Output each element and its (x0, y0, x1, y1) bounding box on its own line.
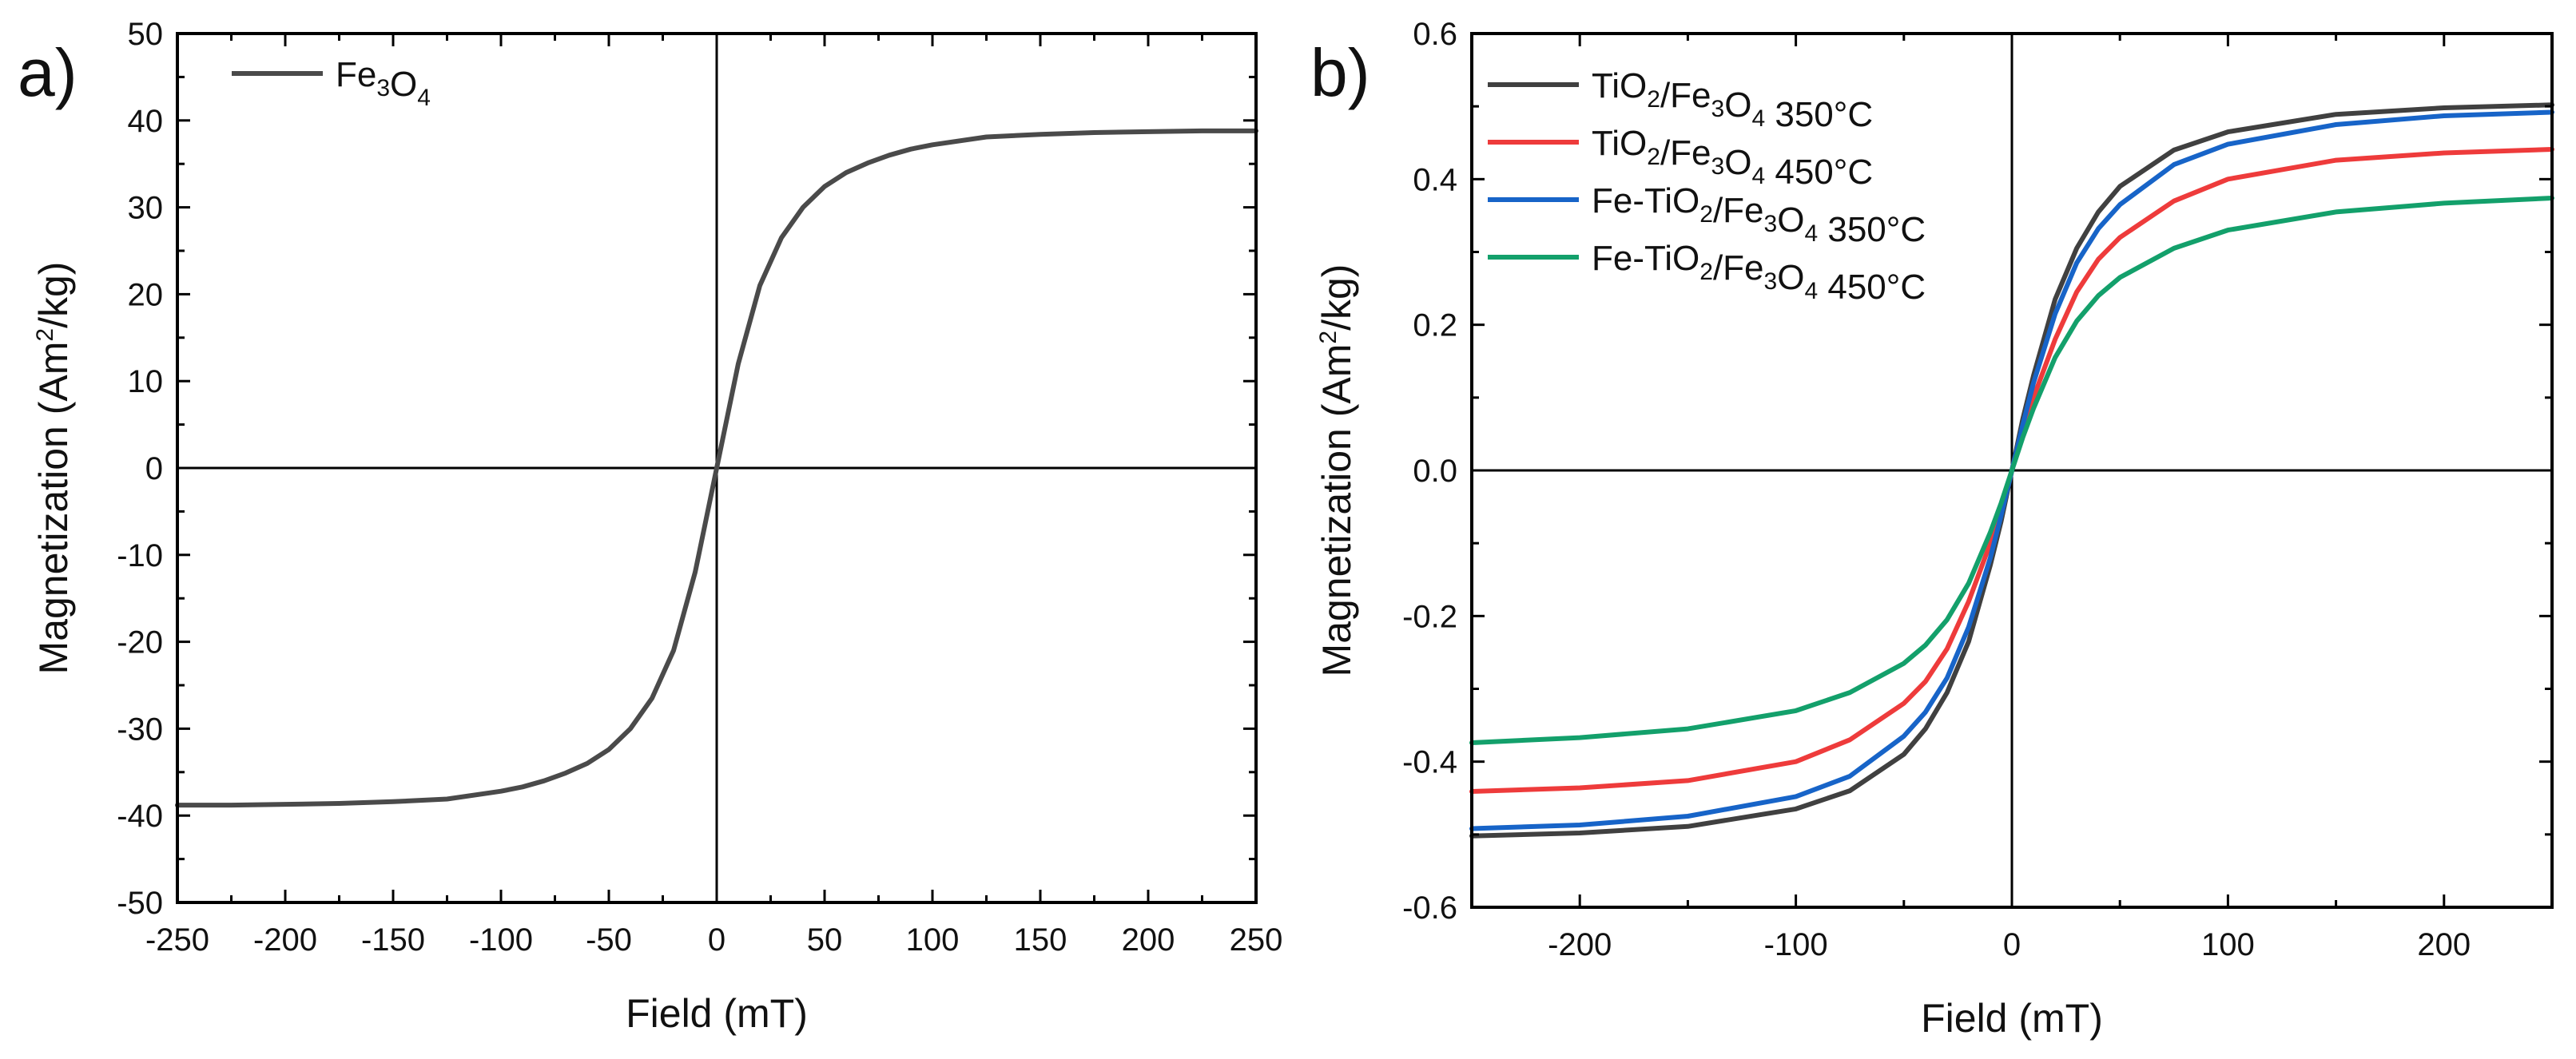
p1-legend-label-part: O (1777, 258, 1804, 297)
p1-x-axis-title: Field (mT) (1921, 996, 2103, 1041)
p1-legend-label-part: 2 (1699, 259, 1713, 285)
p1-legend-label-part: /Fe (1660, 76, 1711, 115)
panel-label-a: a) (18, 35, 78, 110)
p0-y-tick-label: -10 (117, 538, 163, 573)
p1-legend-label-part: Fe-TiO (1592, 181, 1699, 220)
p1-x-tick-label: -100 (1764, 927, 1828, 962)
p1-legend-label-part: 3 (1764, 268, 1778, 295)
p1-legend-label-part: 350°C (1765, 95, 1873, 134)
p1-y-axis-title-sup: 2 (1315, 331, 1342, 344)
p1-legend-label-part: 4 (1804, 220, 1818, 247)
p1-legend-label-part: 3 (1711, 96, 1725, 122)
p0-y-tick-label: 10 (128, 364, 164, 399)
p1-legend-label-part: /Fe (1660, 133, 1711, 173)
p1-x-tick-label: 100 (2201, 927, 2255, 962)
p0-y-tick-label: 40 (128, 104, 164, 139)
p1-legend-label-part: /Fe (1713, 248, 1764, 288)
p0-y-axis-title-main: Magnetization (Am (31, 342, 76, 675)
p1-legend-label-part: 4 (1804, 278, 1818, 304)
p1-legend-label-part: /Fe (1713, 191, 1764, 230)
p0-series-line-0 (175, 128, 1258, 808)
p0-x-tick-label: -250 (145, 922, 209, 958)
p1-y-tick-label: 0.6 (1413, 17, 1457, 52)
p1-legend-label-part: 4 (1751, 105, 1765, 132)
p0-y-tick-label: 0 (145, 451, 163, 486)
p0-y-tick-label: 30 (128, 191, 164, 226)
panel-b: b) -200 -100 0 100 200 -0.6 -0.4 -0.2 0.0 0.2 0.4 0… (1310, 17, 2554, 1041)
p1-legend-label-part: 3 (1711, 153, 1725, 180)
p1-legend-label-part: O (1724, 143, 1751, 182)
p0-y-axis-title: Magnetization (Am2/kg) (31, 262, 76, 675)
p0-y-axis-title-sup: 2 (32, 328, 58, 342)
p1-y-tick-label: -0.6 (1402, 890, 1457, 926)
p0-x-tick-label: 50 (807, 922, 843, 958)
p1-y-tick-label: -0.2 (1402, 599, 1457, 634)
p0-y-tick-label: 20 (128, 277, 164, 312)
p1-legend-label-part: 3 (1764, 211, 1778, 237)
p1-y-tick-label: -0.4 (1402, 745, 1457, 780)
p1-legend-label-part: 2 (1647, 144, 1660, 170)
p0-y-tick-label: -20 (117, 625, 163, 660)
p1-legend-label-part: O (1724, 85, 1751, 125)
p1-legend-label-2: Fe-TiO2/Fe3O4 350°C (1592, 181, 1926, 249)
p1-x-tick-label: 0 (2003, 927, 2021, 962)
p1-legend-label-part: 2 (1699, 201, 1713, 228)
p0-y-tick-label: -50 (117, 886, 163, 921)
p0-x-tick-label: 250 (1230, 922, 1283, 958)
p1-legend-label-1: TiO2/Fe3O4 450°C (1592, 124, 1873, 192)
p1-x-tick-label: 200 (2417, 927, 2471, 962)
p0-x-tick-label: -50 (586, 922, 632, 958)
p1-legend-label-3: Fe-TiO2/Fe3O4 450°C (1592, 239, 1926, 307)
p1-legend-label-part: 450°C (1818, 268, 1926, 307)
p1-legend-label-0: TiO2/Fe3O4 350°C (1592, 66, 1873, 134)
p1-y-tick-label: 0.2 (1413, 308, 1457, 343)
p0-y-tick-label: -30 (117, 712, 163, 747)
p0-x-tick-label: -200 (253, 922, 317, 958)
p0-y-axis-title-end: /kg) (31, 262, 76, 328)
p0-x-tick-label: 100 (906, 922, 960, 958)
p1-legend-label-part: 450°C (1765, 153, 1873, 192)
p1-legend-label-part: 4 (1751, 163, 1765, 189)
p0-x-tick-label: 150 (1014, 922, 1067, 958)
p1-series-line-3 (1469, 196, 2554, 745)
p0-y-tick-label: -40 (117, 799, 163, 834)
p0-y-tick-label: 50 (128, 17, 164, 52)
p1-y-axis-title: Magnetization (Am2/kg) (1314, 264, 1359, 677)
panel-label-b: b) (1310, 35, 1370, 110)
p0-legend-label-part: Fe (336, 55, 376, 94)
p0-x-tick-label: -150 (361, 922, 425, 958)
p1-legend-label-part: TiO (1592, 66, 1647, 105)
p0-legend-label-0: Fe3O4 (336, 55, 431, 111)
p1-y-axis-title-main: Magnetization (Am (1314, 344, 1359, 677)
p1-x-tick-label: -200 (1548, 927, 1612, 962)
p0-legend-label-part: 3 (376, 75, 390, 101)
p0-legend-label-part: 4 (417, 85, 431, 111)
p1-y-tick-label: 0.0 (1413, 454, 1457, 489)
p1-y-tick-label: 0.4 (1413, 162, 1457, 197)
p1-legend-label-part: Fe-TiO (1592, 239, 1699, 278)
p0-x-axis-title: Field (mT) (626, 991, 808, 1036)
p1-legend-label-part: 350°C (1818, 210, 1926, 249)
p0-x-tick-label: 200 (1122, 922, 1175, 958)
p1-y-axis-title-end: /kg) (1314, 264, 1359, 331)
p0-legend-label-part: O (390, 65, 417, 104)
panel-a: a) -250 -200 -150 -100 -50 0 50 100 150 200 250-50… (18, 17, 1282, 1036)
p1-legend-label-part: TiO (1592, 124, 1647, 163)
p0-x-tick-label: -100 (469, 922, 533, 958)
p0-x-tick-label: 0 (708, 922, 725, 958)
p1-legend-label-part: O (1777, 200, 1804, 240)
p1-legend-label-part: 2 (1647, 86, 1660, 113)
